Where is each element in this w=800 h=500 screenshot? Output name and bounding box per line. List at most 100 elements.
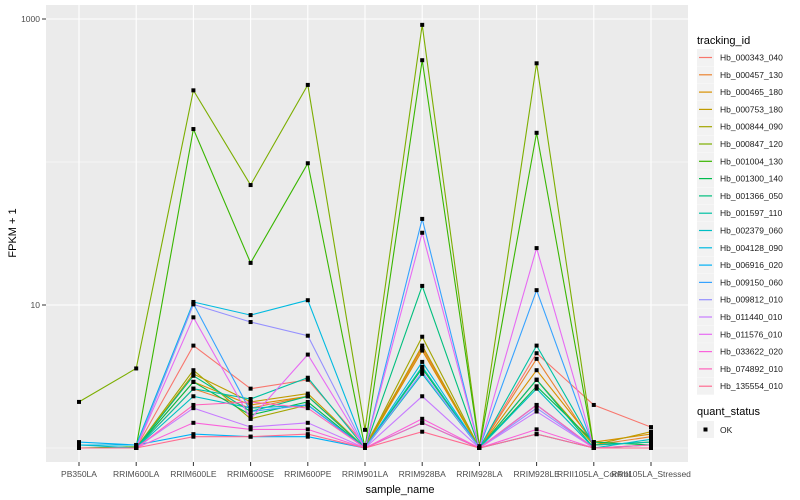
data-point: [191, 386, 196, 391]
data-point: [305, 161, 310, 166]
data-point: [191, 406, 196, 411]
legend-label: Hb_000753_180: [720, 104, 783, 114]
x-tick-label: RRIM600SE: [227, 469, 275, 479]
data-point: [248, 434, 253, 439]
data-point: [248, 313, 253, 318]
data-point: [248, 183, 253, 188]
legend-label: Hb_000457_130: [720, 70, 783, 80]
legend-title-tracking-id: tracking_id: [697, 35, 750, 47]
data-point: [248, 386, 253, 391]
data-point: [305, 298, 310, 303]
data-point: [305, 434, 310, 439]
data-point: [534, 130, 539, 135]
data-point: [305, 432, 310, 437]
legend: tracking_id Hb_000343_040 Hb_000457_130 Hb…: [697, 35, 783, 438]
data-point: [420, 369, 425, 374]
legend-label: Hb_009150_060: [720, 277, 783, 287]
data-point: [305, 82, 310, 87]
data-point: [191, 432, 196, 437]
data-point: [420, 420, 425, 425]
legend-label: Hb_011440_010: [720, 312, 783, 322]
legend-point-icon: [703, 427, 708, 432]
data-point: [534, 61, 539, 66]
data-point: [420, 343, 425, 348]
data-point: [248, 397, 253, 402]
data-point: [420, 416, 425, 421]
data-point: [305, 333, 310, 338]
data-point: [534, 368, 539, 373]
data-point: [420, 334, 425, 339]
data-point: [534, 384, 539, 389]
legend-label: Hb_000343_040: [720, 53, 783, 63]
legend-label: Hb_000844_090: [720, 122, 783, 132]
data-point: [591, 440, 596, 445]
data-point: [534, 377, 539, 382]
legend-label: Hb_001597_110: [720, 208, 783, 218]
data-point: [534, 432, 539, 437]
legend-title-quant-status: quant_status: [697, 406, 760, 418]
x-tick-label: RRIM928LE: [513, 469, 560, 479]
data-point: [534, 386, 539, 391]
data-point: [77, 440, 81, 445]
data-point: [534, 288, 539, 293]
data-point: [305, 375, 310, 380]
data-point: [420, 394, 425, 399]
data-point: [305, 399, 310, 404]
x-tick-label: RRIM600LE: [170, 469, 217, 479]
data-point: [248, 320, 253, 325]
data-point: [191, 88, 196, 93]
data-point: [534, 246, 539, 251]
data-point: [420, 283, 425, 288]
legend-label: Hb_001004_130: [720, 156, 783, 166]
data-point: [649, 437, 653, 442]
data-point: [363, 427, 367, 432]
data-point: [248, 416, 253, 421]
data-point: [649, 429, 653, 434]
data-point: [191, 373, 196, 378]
data-point: [534, 402, 539, 407]
data-point: [248, 409, 253, 414]
data-point: [649, 434, 653, 439]
data-point: [305, 420, 310, 425]
data-point: [420, 58, 425, 63]
data-point: [77, 442, 81, 447]
legend-label: Hb_002379_060: [720, 226, 783, 236]
data-point: [191, 343, 196, 348]
data-point: [420, 216, 425, 221]
data-point: [248, 427, 253, 432]
x-tick-label: RRIM928LA: [456, 469, 503, 479]
legend-label: Hb_011576_010: [720, 329, 783, 339]
legend-label: Hb_009812_010: [720, 295, 783, 305]
data-point: [191, 127, 196, 132]
data-point: [534, 351, 539, 356]
data-point: [420, 364, 425, 369]
data-point: [420, 348, 425, 353]
data-point: [191, 420, 196, 425]
data-point: [248, 406, 253, 411]
data-point: [191, 402, 196, 407]
data-point: [248, 260, 253, 265]
data-point: [134, 442, 139, 447]
data-point: [534, 409, 539, 414]
data-point: [534, 427, 539, 432]
x-tick-label: RRIM928BA: [399, 469, 447, 479]
legend-label: Hb_033622_020: [720, 347, 783, 357]
x-tick-label: RRIM901LA: [342, 469, 389, 479]
legend-label: Hb_074892_010: [720, 364, 783, 374]
x-tick-label: PB350LA: [61, 469, 97, 479]
data-point: [649, 446, 653, 450]
data-point: [305, 391, 310, 396]
data-point: [77, 399, 81, 404]
legend-label: Hb_001366_050: [720, 191, 783, 201]
data-point: [420, 346, 425, 351]
data-point: [420, 22, 425, 27]
data-point: [305, 352, 310, 357]
data-point: [534, 356, 539, 361]
panel-background: [46, 5, 688, 462]
data-point: [77, 446, 81, 450]
data-point: [363, 446, 367, 450]
data-point: [134, 446, 139, 450]
data-point: [649, 425, 653, 430]
data-point: [191, 368, 196, 373]
